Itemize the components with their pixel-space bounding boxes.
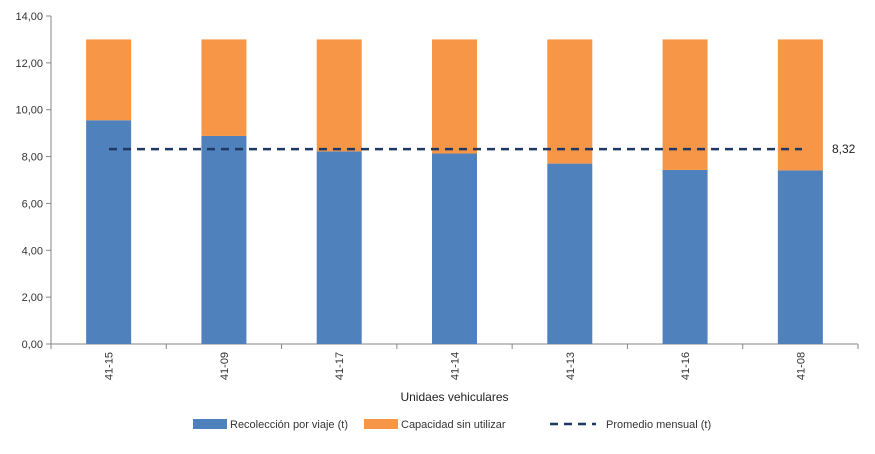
bar-unused-capacity — [662, 39, 708, 170]
legend-swatch — [364, 419, 398, 429]
legend-label: Capacidad sin utilizar — [401, 419, 506, 431]
x-axis-title: Unidaes vehiculares — [400, 390, 508, 404]
bar-unused-capacity — [547, 39, 593, 164]
legend-item-collected: Recolección por viaje (t) — [193, 419, 348, 431]
legend-swatch — [193, 419, 227, 429]
x-tick-label: 41-15 — [104, 352, 116, 380]
y-tick-label: 6,00 — [22, 198, 43, 210]
y-tick-label: 0,00 — [22, 339, 43, 351]
x-tick-label: 41-09 — [219, 352, 231, 380]
legend: Recolección por viaje (t) Capacidad sin u… — [193, 419, 711, 431]
average-line-label: 8,32 — [832, 142, 856, 156]
x-tick-label: 41-13 — [565, 352, 577, 380]
legend-label: Promedio mensual (t) — [606, 419, 711, 431]
y-tick-label: 12,00 — [15, 58, 43, 70]
bar-collected — [316, 151, 362, 344]
y-axis-ticks: 0,00 2,00 4,00 6,00 8,00 10,00 12,00 14,00 — [15, 11, 51, 351]
x-axis-ticks: 41-15 41-09 41-17 41-14 41-13 41-16 41-08 — [50, 344, 859, 380]
legend-item-average: Promedio mensual (t) — [550, 419, 711, 431]
bar-collected — [86, 120, 132, 344]
bar-collected — [432, 153, 477, 344]
x-tick-label: 41-08 — [795, 352, 807, 380]
bar-unused-capacity — [432, 39, 477, 154]
legend-item-unused-capacity: Capacidad sin utilizar — [364, 419, 506, 431]
y-tick-label: 8,00 — [22, 152, 43, 164]
bar-collected — [201, 135, 247, 344]
bar-collected — [777, 170, 823, 344]
y-tick-label: 10,00 — [15, 105, 43, 117]
bar-collected — [547, 163, 593, 344]
bar-unused-capacity — [316, 39, 362, 152]
bar-unused-capacity — [777, 39, 823, 171]
bars — [86, 39, 823, 344]
y-tick-label: 2,00 — [22, 292, 43, 304]
x-tick-label: 41-14 — [450, 352, 462, 380]
average-line-group: 8,32 — [109, 142, 856, 156]
y-tick-label: 14,00 — [15, 11, 43, 23]
legend-label: Recolección por viaje (t) — [230, 419, 348, 431]
bar-collected — [662, 169, 708, 344]
bar-unused-capacity — [86, 39, 132, 121]
bar-unused-capacity — [201, 39, 247, 136]
x-tick-label: 41-17 — [334, 352, 346, 380]
x-tick-label: 41-16 — [680, 352, 692, 380]
y-tick-label: 4,00 — [22, 245, 43, 257]
